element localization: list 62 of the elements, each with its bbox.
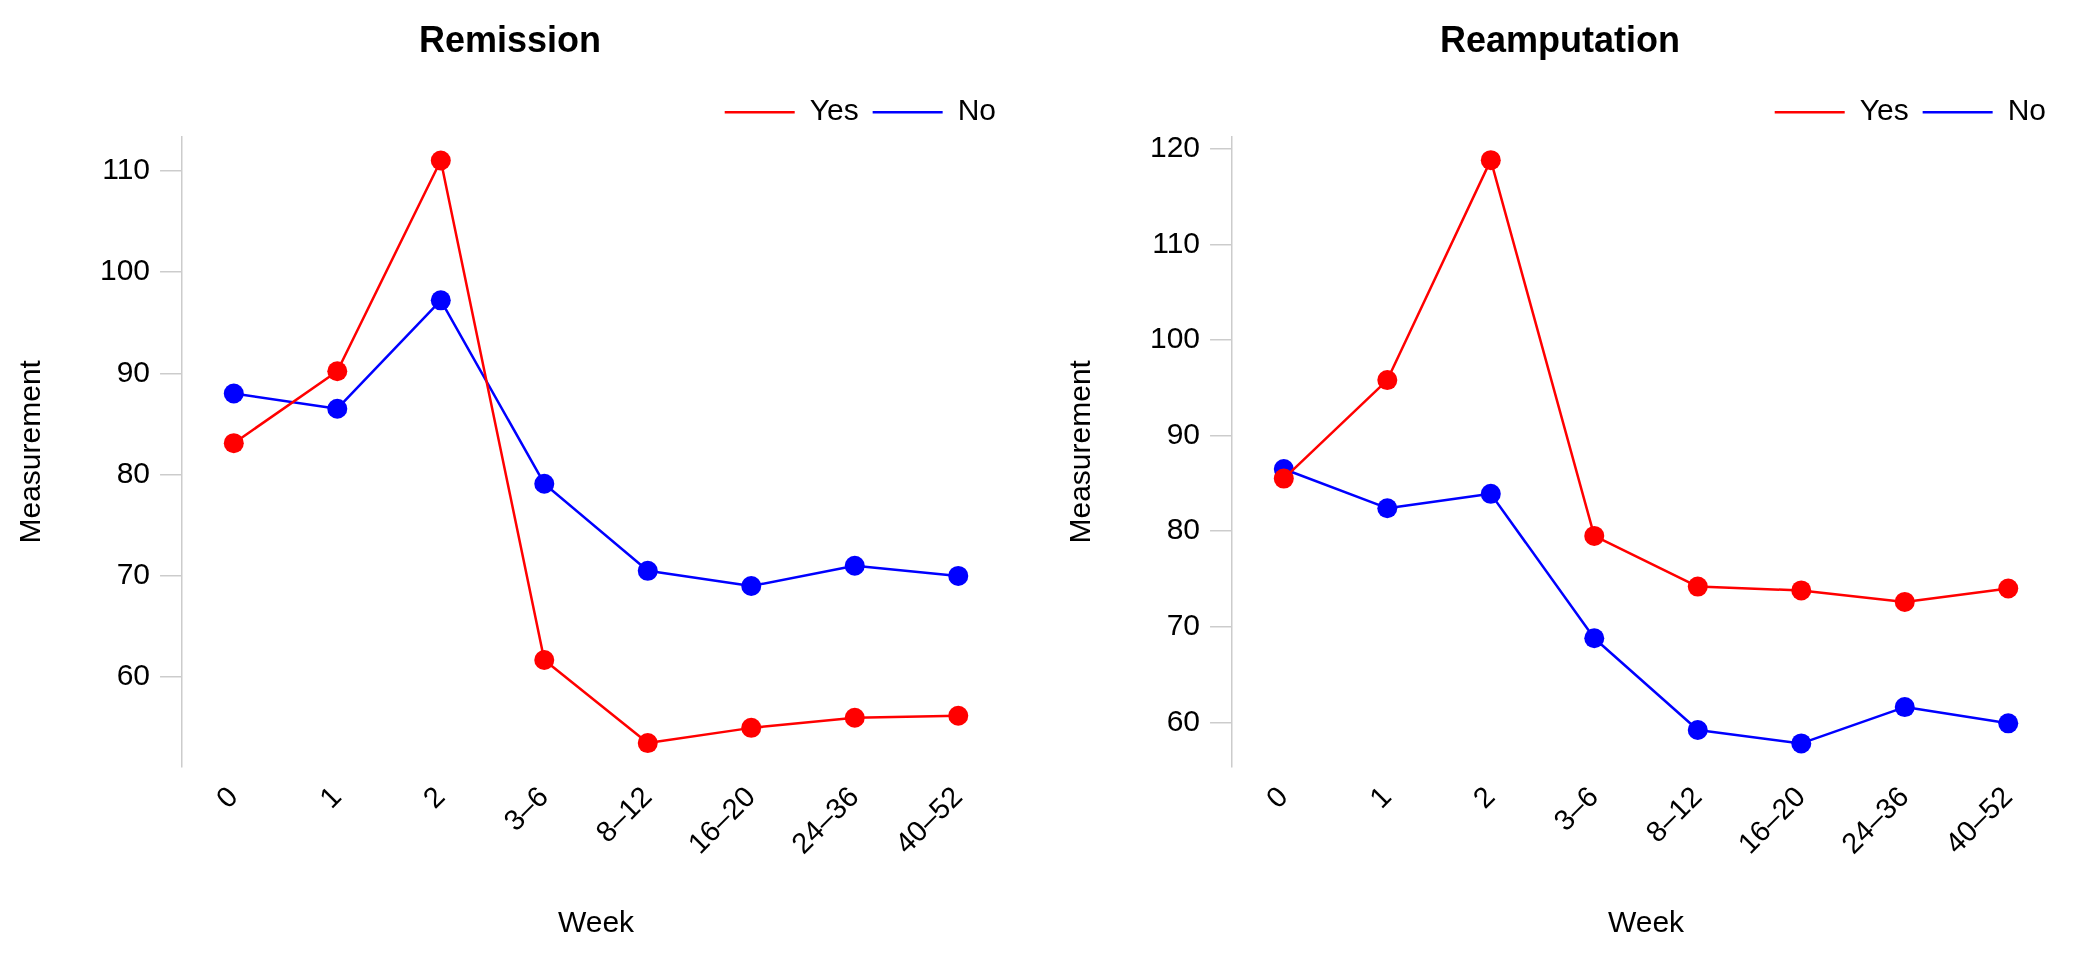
point bbox=[1377, 370, 1398, 391]
point bbox=[1894, 697, 1915, 718]
y-axis-title: Measurement bbox=[13, 359, 47, 544]
point bbox=[1377, 498, 1398, 519]
y-tick-label: 110 bbox=[1152, 225, 1201, 259]
point bbox=[1687, 576, 1708, 597]
y-tick-label: 70 bbox=[116, 557, 151, 591]
point bbox=[844, 555, 865, 576]
y-tick-label: 60 bbox=[1166, 703, 1201, 737]
y-tick-label: 110 bbox=[102, 151, 151, 185]
x-tick-label: 1 bbox=[313, 779, 348, 814]
point bbox=[327, 398, 348, 419]
point bbox=[637, 733, 658, 754]
point bbox=[430, 150, 451, 171]
point bbox=[1791, 580, 1812, 601]
legend-label: No bbox=[957, 93, 997, 127]
point bbox=[1273, 468, 1294, 489]
y-tick-label: 60 bbox=[116, 658, 151, 692]
y-tick-label: 100 bbox=[99, 253, 151, 287]
x-tick-label: 3–6 bbox=[1547, 779, 1605, 837]
x-tick-label: 0 bbox=[1259, 779, 1294, 814]
y-tick-label: 80 bbox=[1166, 512, 1201, 546]
point bbox=[741, 576, 762, 597]
legend-label: No bbox=[2007, 93, 2047, 127]
x-tick-label: 3–6 bbox=[497, 779, 555, 837]
point bbox=[327, 361, 348, 382]
y-tick-label: 90 bbox=[116, 354, 151, 388]
y-tick-label: 70 bbox=[1166, 608, 1201, 642]
point bbox=[534, 473, 555, 494]
point bbox=[948, 565, 969, 586]
point bbox=[1791, 733, 1812, 754]
point bbox=[1480, 483, 1501, 504]
x-tick-label: 1 bbox=[1363, 779, 1398, 814]
point bbox=[948, 705, 969, 726]
x-tick-label: 2 bbox=[416, 779, 451, 814]
point bbox=[844, 707, 865, 728]
x-axis-title: Week bbox=[1607, 905, 1686, 939]
y-tick-label: 100 bbox=[1149, 321, 1201, 355]
legend-label: Yes bbox=[1859, 93, 1909, 127]
point bbox=[223, 383, 244, 404]
point bbox=[1998, 578, 2019, 599]
x-axis-title: Week bbox=[557, 905, 636, 939]
chart-title: Remission bbox=[418, 18, 602, 60]
point bbox=[1687, 720, 1708, 741]
y-tick-label: 120 bbox=[1149, 129, 1201, 163]
x-tick-label: 2 bbox=[1466, 779, 1501, 814]
x-tick-label: 0 bbox=[209, 779, 244, 814]
y-tick-label: 90 bbox=[1166, 416, 1201, 450]
point bbox=[223, 433, 244, 454]
y-axis-title: Measurement bbox=[1063, 359, 1097, 544]
point bbox=[637, 560, 658, 581]
point bbox=[1894, 591, 1915, 612]
chart-title: Reamputation bbox=[1439, 18, 1681, 60]
point bbox=[741, 717, 762, 738]
y-tick-label: 80 bbox=[116, 455, 151, 489]
point bbox=[430, 290, 451, 311]
point bbox=[534, 649, 555, 670]
point bbox=[1480, 150, 1501, 171]
point bbox=[1584, 628, 1605, 649]
legend-label: Yes bbox=[809, 93, 859, 127]
point bbox=[1584, 525, 1605, 546]
point bbox=[1998, 713, 2019, 734]
